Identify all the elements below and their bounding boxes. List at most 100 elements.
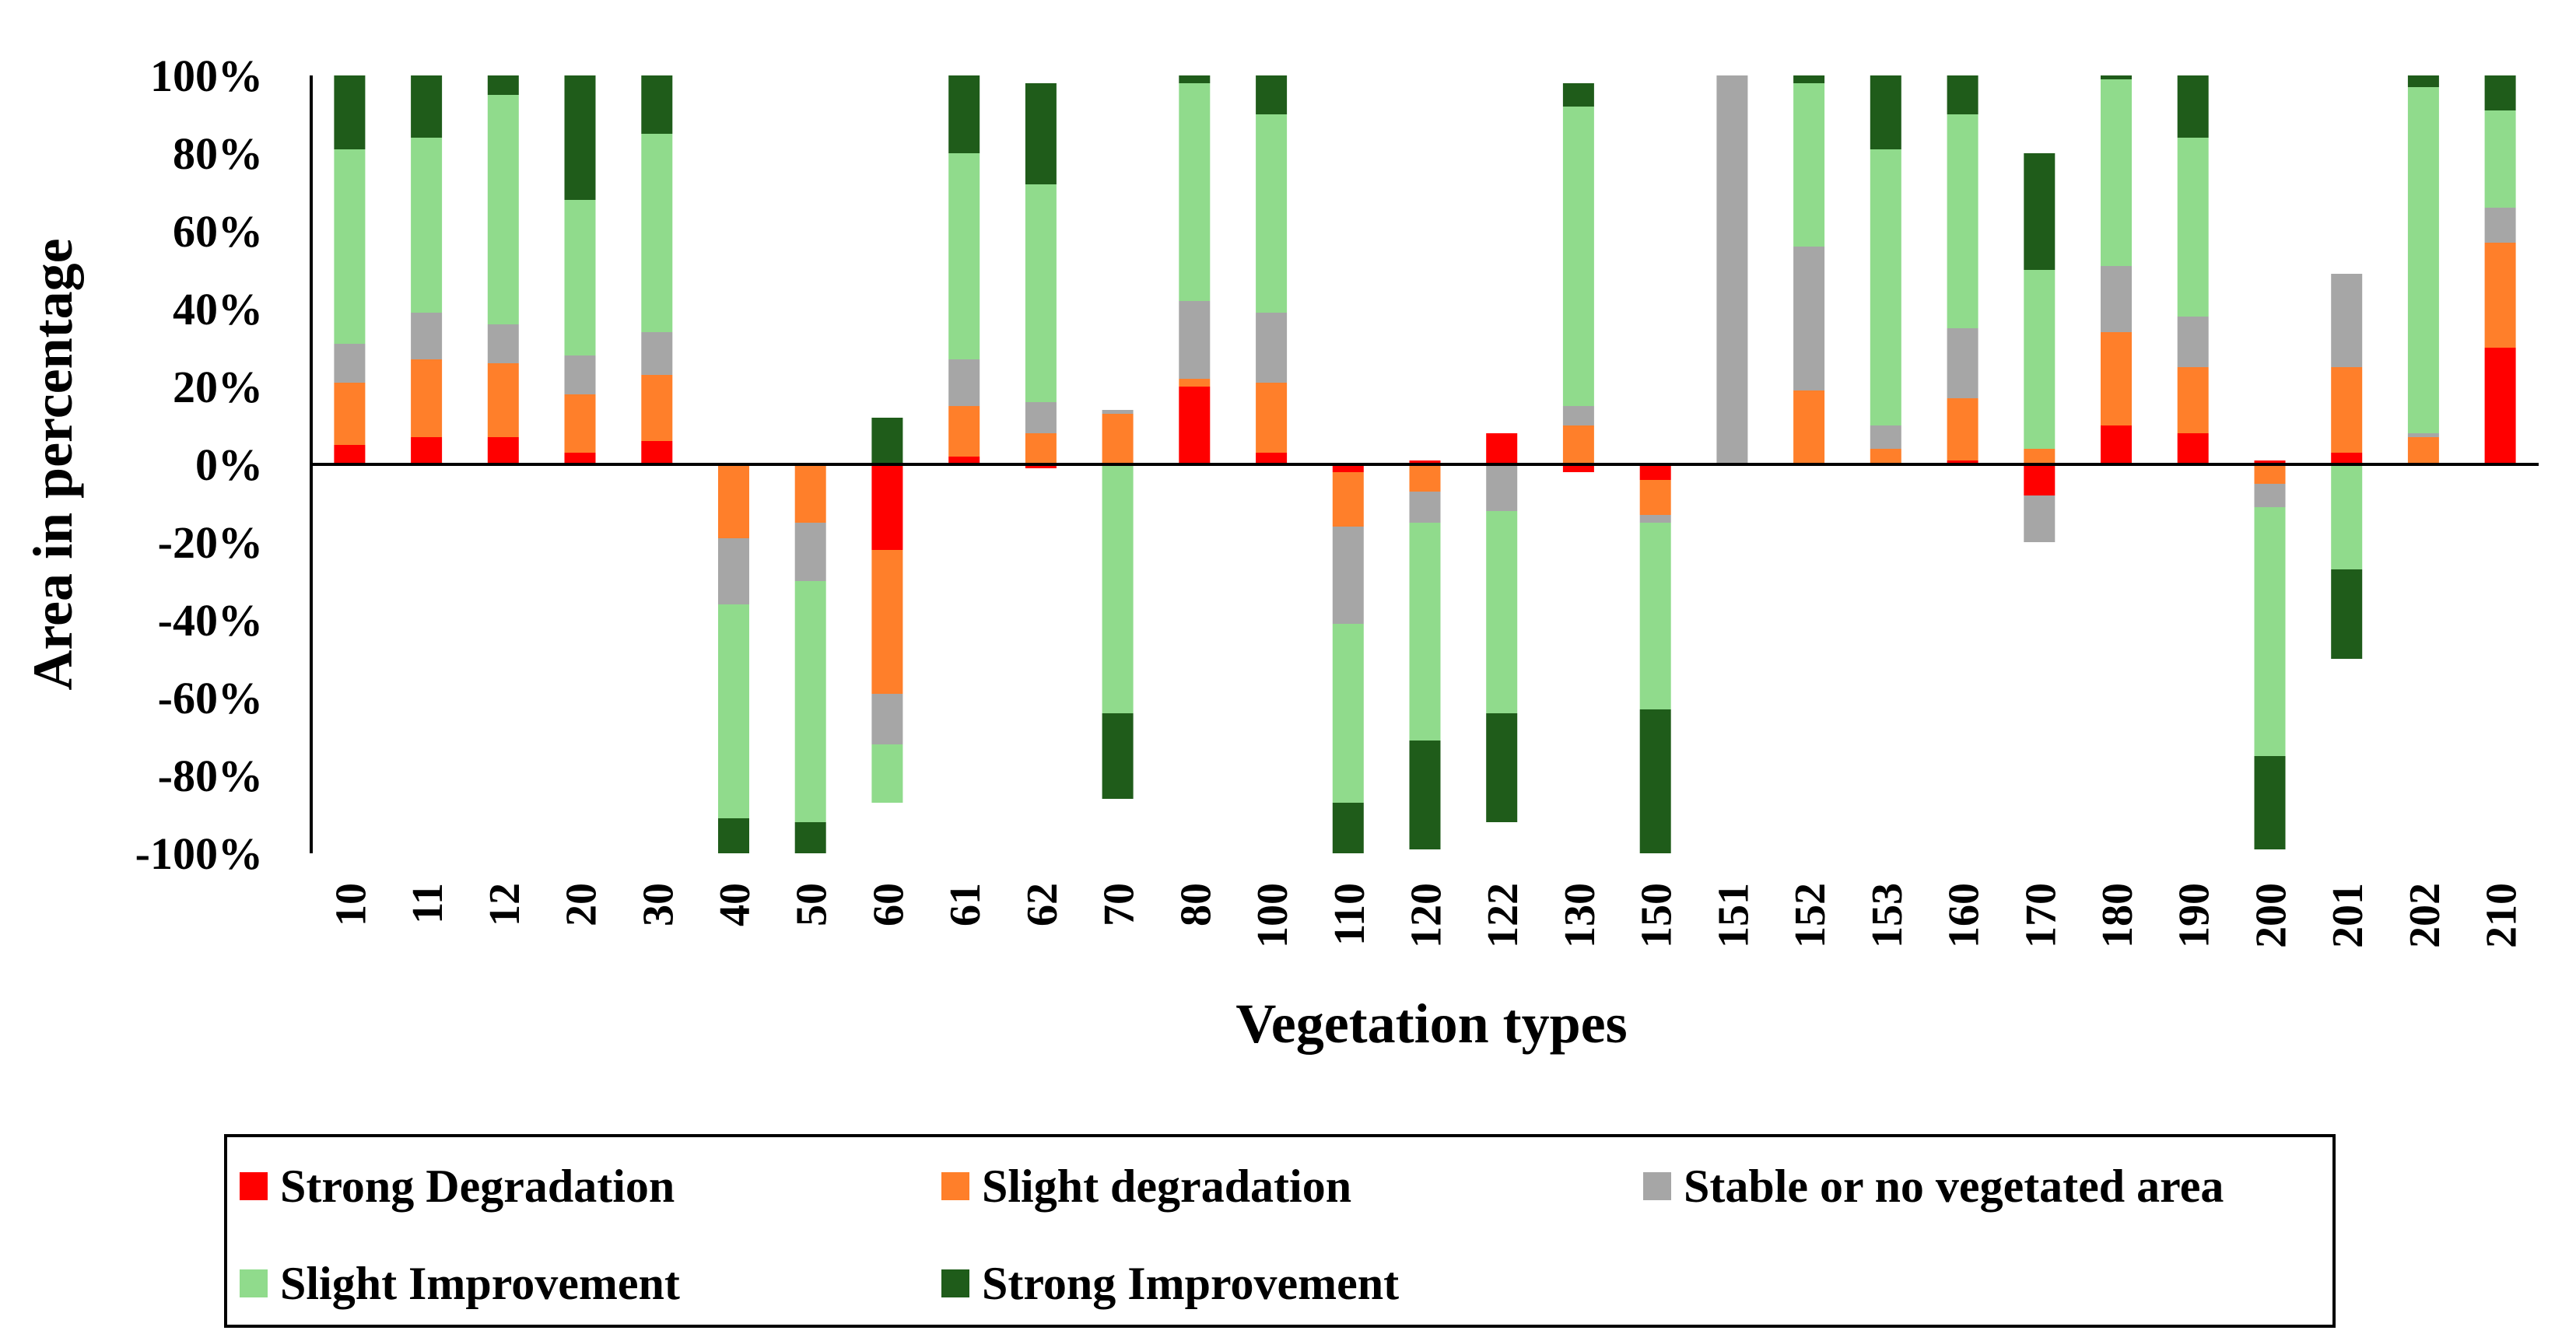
bar-slight-improvement-180: [2101, 79, 2132, 266]
x-axis-title: Vegetation types: [1235, 993, 1627, 1055]
y-tick-label: 60%: [173, 206, 263, 257]
bar-stable-or-no-vegetated-area-70: [1102, 410, 1134, 414]
bar-slight-degradation-100: [1256, 383, 1288, 453]
bar-slight-degradation-10: [334, 383, 366, 445]
x-tick-label: 130: [1556, 883, 1604, 948]
bar-slight-improvement-12: [487, 95, 519, 324]
bar-slight-improvement-62: [1025, 184, 1057, 402]
y-tick-label: 40%: [173, 284, 263, 334]
bar-strong-improvement-62: [1025, 83, 1057, 184]
x-tick-label: 60: [864, 883, 913, 926]
bar-strong-improvement-60: [871, 418, 903, 464]
bar-slight-improvement-170: [2024, 270, 2056, 449]
bar-strong-improvement-50: [794, 822, 826, 853]
bar-slight-improvement-61: [948, 153, 980, 359]
bar-slight-degradation-40: [718, 464, 749, 538]
bar-strong-degradation-170: [2024, 464, 2056, 495]
y-tick-label: 80%: [173, 128, 263, 179]
bar-slight-degradation-130: [1562, 425, 1594, 464]
bar-strong-improvement-152: [1793, 75, 1825, 83]
bar-slight-degradation-202: [2407, 437, 2439, 464]
legend-label: Slight Improvement: [280, 1258, 680, 1309]
x-tick-label: 151: [1709, 883, 1758, 948]
bar-slight-degradation-200: [2254, 464, 2286, 484]
bar-strong-improvement-11: [411, 75, 443, 138]
bar-strong-improvement-110: [1332, 803, 1364, 853]
bar-slight-improvement-50: [794, 581, 826, 822]
bar-strong-degradation-130: [1562, 464, 1594, 472]
y-tick-labels: 100% 80% 60% 40% 20% 0% -20% -40% -60% -80% -100%: [135, 51, 263, 879]
bar-slight-degradation-180: [2101, 332, 2132, 425]
bar-strong-improvement-40: [718, 818, 749, 853]
x-tick-label: 120: [1403, 883, 1451, 948]
x-tick-label: 62: [1018, 883, 1067, 926]
bar-strong-degradation-122: [1486, 433, 1518, 464]
bar-slight-improvement-11: [411, 138, 443, 313]
bar-strong-improvement-20: [564, 75, 596, 200]
x-tick-label: 201: [2324, 883, 2372, 948]
bar-slight-improvement-160: [1947, 114, 1978, 328]
legend-swatch: [941, 1172, 969, 1200]
bar-stable-or-no-vegetated-area-180: [2101, 266, 2132, 332]
bar-slight-improvement-200: [2254, 507, 2286, 756]
x-tick-label: 70: [1095, 883, 1144, 926]
y-tick-label: 100%: [150, 51, 263, 101]
bar-stable-or-no-vegetated-area-201: [2331, 274, 2363, 367]
legend-swatch: [240, 1172, 268, 1200]
bar-strong-degradation-100: [1256, 453, 1288, 464]
bar-stable-or-no-vegetated-area-151: [1716, 75, 1748, 464]
bar-slight-degradation-120: [1409, 464, 1441, 492]
bar-slight-degradation-160: [1947, 398, 1978, 460]
bar-stable-or-no-vegetated-area-40: [718, 538, 749, 604]
x-tick-label: 170: [2017, 883, 2065, 948]
x-tick-label: 40: [711, 883, 759, 926]
bar-strong-improvement-180: [2101, 75, 2132, 79]
bar-strong-improvement-120: [1409, 741, 1441, 849]
x-tick-label: 100: [1249, 883, 1297, 948]
bar-strong-improvement-130: [1562, 83, 1594, 107]
bar-stable-or-no-vegetated-area-100: [1256, 313, 1288, 383]
bar-strong-improvement-12: [487, 75, 519, 95]
y-tick-label: -100%: [135, 828, 263, 879]
bar-strong-improvement-100: [1256, 75, 1288, 114]
bar-slight-degradation-201: [2331, 367, 2363, 453]
bar-strong-improvement-202: [2407, 75, 2439, 87]
bar-slight-degradation-153: [1870, 449, 1901, 464]
y-axis-title: Area in percentage: [22, 238, 84, 690]
legend-label: Stable or no vegetated area: [1684, 1161, 2224, 1212]
legend: Strong Degradation Slight degradation Stab…: [224, 1134, 2336, 1328]
bar-stable-or-no-vegetated-area-12: [487, 324, 519, 363]
x-tick-label: 20: [558, 883, 606, 926]
bar-slight-improvement-110: [1332, 624, 1364, 803]
bar-stable-or-no-vegetated-area-150: [1639, 515, 1671, 523]
bar-strong-degradation-160: [1947, 460, 1978, 464]
legend-swatch: [240, 1269, 268, 1297]
x-tick-label: 122: [1479, 883, 1527, 948]
x-tick-label: 152: [1786, 883, 1835, 948]
legend-label: Strong Improvement: [982, 1258, 1399, 1309]
y-tick-label: 0%: [195, 439, 263, 490]
bar-stable-or-no-vegetated-area-61: [948, 359, 980, 406]
bar-slight-degradation-12: [487, 363, 519, 437]
bar-slight-improvement-190: [2177, 138, 2209, 317]
bar-slight-improvement-150: [1639, 523, 1671, 709]
bar-stable-or-no-vegetated-area-200: [2254, 484, 2286, 507]
bar-slight-improvement-80: [1179, 83, 1211, 301]
bar-slight-degradation-150: [1639, 480, 1671, 515]
x-tick-label: 50: [788, 883, 836, 926]
bar-slight-improvement-20: [564, 200, 596, 355]
bar-slight-improvement-201: [2331, 464, 2363, 569]
bar-stable-or-no-vegetated-area-11: [411, 313, 443, 359]
bar-stable-or-no-vegetated-area-30: [641, 332, 673, 375]
bar-slight-degradation-30: [641, 375, 673, 441]
bar-slight-degradation-170: [2024, 449, 2056, 464]
bar-strong-degradation-10: [334, 445, 366, 464]
bar-strong-improvement-190: [2177, 75, 2209, 138]
bar-strong-degradation-62: [1025, 464, 1057, 468]
bar-strong-degradation-60: [871, 464, 903, 550]
bar-strong-improvement-10: [334, 75, 366, 149]
bar-slight-improvement-120: [1409, 523, 1441, 741]
bar-stable-or-no-vegetated-area-210: [2484, 208, 2516, 243]
bar-strong-improvement-122: [1486, 713, 1518, 822]
